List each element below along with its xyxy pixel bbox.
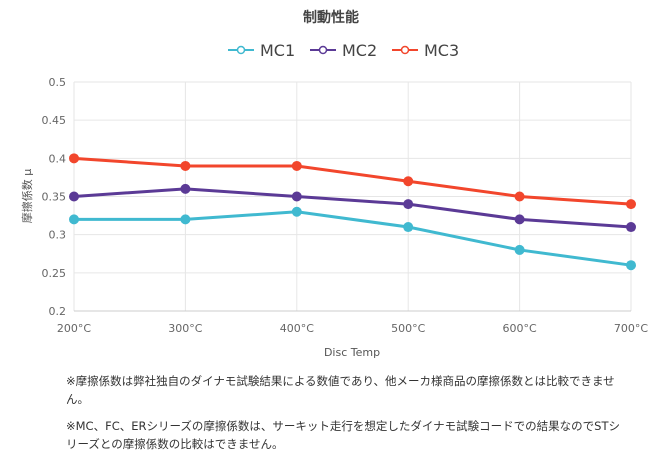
data-point-mc3: [69, 153, 79, 164]
data-point-mc2: [69, 191, 79, 202]
data-point-mc1: [626, 260, 636, 271]
legend[interactable]: MC1 MC2 MC3: [228, 41, 459, 60]
series-line-mc2: [73, 187, 632, 229]
x-tick-label: 400°C: [280, 322, 314, 335]
data-point-mc2: [291, 191, 302, 202]
legend-label: MC1: [260, 41, 295, 60]
x-tick-label: 500°C: [391, 322, 425, 335]
data-point-mc3: [180, 160, 191, 171]
y-tick-label: 0.35: [42, 191, 67, 204]
data-point-mc1: [69, 214, 79, 225]
data-point-mc1: [291, 206, 302, 217]
y-tick-label: 0.4: [49, 152, 67, 165]
notes: ※摩擦係数は弊社独自のダイナモ試験結果による数値であり、他メーカ様商品の摩擦係数…: [66, 372, 626, 462]
series-group: [69, 153, 636, 271]
data-point-mc3: [403, 176, 414, 187]
legend-marker-icon: [400, 45, 410, 55]
data-point-mc3: [514, 191, 525, 202]
data-point-mc2: [403, 199, 414, 210]
y-tick-label: 0.5: [49, 76, 67, 89]
legend-marker-icon: [318, 45, 328, 55]
chart-title: 制動性能: [303, 9, 359, 26]
y-tick-label: 0.2: [49, 305, 67, 318]
note-2: ※MC、FC、ERシリーズの摩擦係数は、サーキット走行を想定したダイナモ試験コー…: [66, 419, 621, 451]
x-tick-label: 600°C: [503, 322, 537, 335]
data-point-mc2: [626, 222, 636, 233]
data-point-mc3: [626, 199, 636, 210]
data-point-mc3: [291, 160, 302, 171]
x-axis-label: Disc Temp: [324, 346, 380, 359]
y-tick-label: 0.25: [42, 267, 67, 280]
data-point-mc1: [403, 222, 414, 233]
legend-item-mc1[interactable]: MC1: [228, 41, 295, 60]
data-point-mc2: [180, 183, 191, 194]
series-line-mc3: [73, 156, 632, 206]
grid: 0.2 0.25 0.3 0.35 0.4 0.45 0.5 200°C 300°C 400°C 5…: [42, 76, 649, 335]
x-tick-label: 700°C: [614, 322, 648, 335]
y-tick-label: 0.3: [49, 229, 67, 242]
series-line-mc1: [74, 210, 632, 267]
data-point-mc1: [180, 214, 191, 225]
data-point-mc2: [514, 214, 525, 225]
legend-marker-icon: [236, 45, 246, 55]
data-point-mc1: [514, 244, 525, 255]
legend-item-mc3[interactable]: MC3: [392, 41, 459, 60]
x-tick-label: 300°C: [168, 322, 202, 335]
x-tick-label: 200°C: [57, 322, 91, 335]
note-1: ※摩擦係数は弊社独自のダイナモ試験結果による数値であり、他メーカ様商品の摩擦係数…: [66, 374, 615, 406]
legend-label: MC2: [342, 41, 377, 60]
legend-item-mc2[interactable]: MC2: [310, 41, 377, 60]
legend-label: MC3: [424, 41, 459, 60]
y-axis-label: 摩擦係数 μ: [20, 169, 34, 224]
y-tick-label: 0.45: [42, 114, 67, 127]
